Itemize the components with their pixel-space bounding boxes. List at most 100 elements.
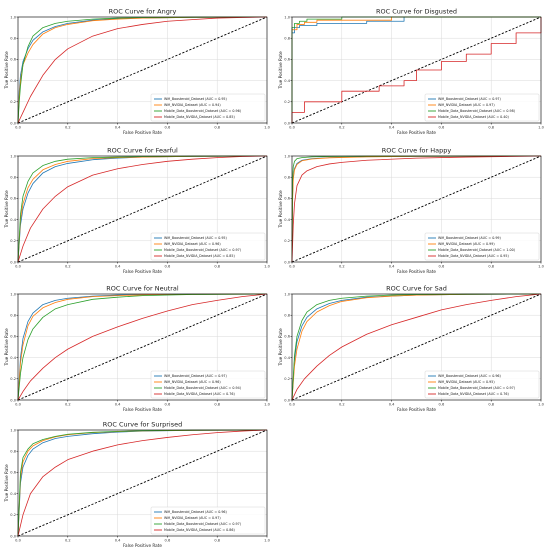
chart-title: ROC Curve for Sad — [386, 285, 447, 293]
x-axis-label: False Positive Rate — [397, 269, 436, 274]
y-tick-label: 0.8 — [284, 176, 290, 180]
chart-title: ROC Curve for Neutral — [106, 285, 179, 293]
y-axis-label: True Positive Rate — [278, 190, 283, 229]
legend: Wifi_Boosteroid_Dataset (AUC = 0.96) Wifi… — [425, 371, 539, 398]
x-tick-label: 0.6 — [165, 265, 171, 269]
x-tick-label: 0.0 — [15, 265, 21, 269]
legend-entry-1: Wifi_NVIDIA_Dataset (AUC = 0.96) — [164, 242, 221, 246]
y-tick-label: 0.0 — [284, 260, 290, 264]
legend-entry-3: Mobile_Data_NVIDIA_Dataset (AUC = 0.76) — [164, 392, 235, 396]
roc-panel-5: 0.0 0.2 0.4 0.6 0.8 1.0 0.0 0.2 0.4 0.6 0.8 1.0 ROC … — [278, 285, 545, 413]
legend-entry-0: Wifi_Boosteroid_Dataset (AUC = 0.99) — [438, 236, 501, 240]
roc-panel-3: 0.0 0.2 0.4 0.6 0.8 1.0 0.0 0.2 0.4 0.6 0.8 1.0 ROC … — [278, 147, 545, 275]
x-tick-label: 0.8 — [488, 265, 494, 269]
y-axis-label: True Positive Rate — [278, 328, 283, 367]
y-tick-label: 0.8 — [10, 37, 16, 41]
x-tick-label: 1.0 — [538, 126, 544, 130]
x-tick-label: 0.2 — [65, 403, 71, 407]
x-tick-label: 0.2 — [65, 265, 71, 269]
y-tick-label: 0.8 — [10, 314, 16, 318]
x-tick-label: 0.2 — [339, 126, 345, 130]
legend: Wifi_Boosteroid_Dataset (AUC = 0.97) Wifi… — [425, 94, 539, 121]
y-tick-label: 0.2 — [284, 239, 290, 243]
x-tick-label: 0.8 — [488, 126, 494, 130]
legend: Wifi_Boosteroid_Dataset (AUC = 0.97) Wifi… — [151, 371, 265, 398]
roc-panel-1: 0.0 0.2 0.4 0.6 0.8 1.0 0.0 0.2 0.4 0.6 0.8 1.0 ROC … — [278, 8, 545, 136]
legend-entry-1: Wifi_NVIDIA_Dataset (AUC = 0.94) — [164, 103, 221, 107]
x-tick-label: 0.2 — [339, 265, 345, 269]
y-tick-label: 0.4 — [284, 79, 290, 83]
y-tick-label: 0.2 — [10, 100, 16, 104]
y-tick-label: 0.6 — [284, 58, 290, 62]
x-tick-label: 0.4 — [389, 265, 395, 269]
roc-panel-0: 0.0 0.2 0.4 0.6 0.8 1.0 0.0 0.2 0.4 0.6 0.8 1.0 ROC … — [4, 8, 271, 136]
y-tick-label: 1.0 — [10, 15, 16, 19]
chart-title: ROC Curve for Disgusted — [376, 8, 457, 16]
x-tick-label: 0.6 — [165, 539, 171, 543]
y-tick-label: 0.2 — [10, 513, 16, 517]
x-tick-label: 1.0 — [264, 265, 270, 269]
legend-entry-1: Wifi_NVIDIA_Dataset (AUC = 0.97) — [438, 103, 495, 107]
legend-entry-0: Wifi_Boosteroid_Dataset (AUC = 0.95) — [164, 236, 227, 240]
y-tick-label: 0.4 — [284, 356, 290, 360]
legend-entry-0: Wifi_Boosteroid_Dataset (AUC = 0.95) — [164, 97, 227, 101]
x-tick-label: 0.4 — [389, 403, 395, 407]
x-tick-label: 0.8 — [214, 539, 220, 543]
legend-entry-3: Mobile_Data_NVIDIA_Dataset (AUC = 0.76) — [438, 392, 509, 396]
legend-entry-0: Wifi_Boosteroid_Dataset (AUC = 0.97) — [164, 374, 227, 378]
y-tick-label: 0.2 — [10, 239, 16, 243]
x-tick-label: 0.4 — [115, 539, 121, 543]
x-tick-label: 0.0 — [15, 126, 21, 130]
x-tick-label: 0.8 — [214, 403, 220, 407]
chart-title: ROC Curve for Surprised — [103, 421, 183, 429]
legend-entry-1: Wifi_NVIDIA_Dataset (AUC = 0.97) — [164, 516, 221, 520]
legend-entry-3: Mobile_Data_NVIDIA_Dataset (AUC = 0.85) — [164, 115, 235, 119]
legend-entry-1: Wifi_NVIDIA_Dataset (AUC = 0.96) — [164, 380, 221, 384]
y-tick-label: 0.6 — [10, 335, 16, 339]
roc-panel-4: 0.0 0.2 0.4 0.6 0.8 1.00.00.20.40.60.81.0ROC … — [4, 285, 271, 413]
legend-entry-2: Mobile_Data_Boosteroid_Dataset (AUC = 1.… — [438, 248, 515, 252]
y-tick-label: 0.6 — [284, 197, 290, 201]
y-tick-label: 0.0 — [10, 534, 16, 538]
legend-entry-2: Mobile_Data_Boosteroid_Dataset (AUC = 0.… — [164, 386, 241, 390]
x-tick-label: 1.0 — [264, 539, 270, 543]
x-tick-label: 0.8 — [214, 126, 220, 130]
legend-entry-3: Mobile_Data_NVIDIA_Dataset (AUC = 0.86) — [164, 528, 235, 532]
x-tick-label: 0.8 — [488, 403, 494, 407]
legend: Wifi_Boosteroid_Dataset (AUC = 0.99) Wifi… — [425, 233, 539, 260]
legend-entry-0: Wifi_Boosteroid_Dataset (AUC = 0.97) — [438, 97, 501, 101]
x-tick-label: 0.6 — [165, 403, 171, 407]
x-tick-label: 0.0 — [289, 265, 295, 269]
legend-entry-2: Mobile_Data_Boosteroid_Dataset (AUC = 0.… — [164, 248, 241, 252]
roc-panel-6: 0.0 0.2 0.4 0.6 0.8 1.00.00.20.40.60.81.0ROC … — [4, 421, 271, 549]
y-tick-label: 0.6 — [10, 197, 16, 201]
legend-entry-0: Wifi_Boosteroid_Dataset (AUC = 0.96) — [438, 374, 501, 378]
x-axis-label: False Positive Rate — [397, 407, 436, 412]
x-tick-label: 0.4 — [389, 126, 395, 130]
x-tick-label: 0.6 — [439, 265, 445, 269]
y-tick-label: 0.0 — [10, 260, 16, 264]
x-tick-label: 0.4 — [115, 126, 121, 130]
legend: Wifi_Boosteroid_Dataset (AUC = 0.95) Wifi… — [151, 94, 265, 121]
legend-entry-3: Mobile_Data_NVIDIA_Dataset (AUC = 0.95) — [438, 254, 509, 258]
y-axis-label: True Positive Rate — [278, 51, 283, 90]
y-tick-label: 0.4 — [10, 79, 16, 83]
x-tick-label: 0.2 — [65, 126, 71, 130]
x-tick-label: 0.4 — [115, 265, 121, 269]
y-tick-label: 0.6 — [10, 58, 16, 62]
legend-entry-3: Mobile_Data_NVIDIA_Dataset (AUC = 0.40) — [438, 115, 509, 119]
chart-title: ROC Curve for Fearful — [107, 147, 178, 155]
y-axis-label: True Positive Rate — [4, 190, 9, 229]
x-axis-label: False Positive Rate — [123, 130, 162, 135]
y-tick-label: 0.4 — [10, 492, 16, 496]
legend-entry-2: Mobile_Data_Boosteroid_Dataset (AUC = 0.… — [438, 109, 515, 113]
y-tick-label: 0.4 — [284, 218, 290, 222]
chart-title: ROC Curve for Happy — [382, 147, 452, 155]
x-tick-label: 0.2 — [65, 539, 71, 543]
legend-entry-0: Wifi_Boosteroid_Dataset (AUC = 0.96) — [164, 510, 227, 514]
legend-entry-2: Mobile_Data_Boosteroid_Dataset (AUC = 0.… — [164, 109, 241, 113]
legend: Wifi_Boosteroid_Dataset (AUC = 0.96) Wifi… — [151, 507, 265, 534]
y-tick-label: 0.8 — [10, 450, 16, 454]
y-tick-label: 0.8 — [10, 176, 16, 180]
legend-entry-3: Mobile_Data_NVIDIA_Dataset (AUC = 0.85) — [164, 254, 235, 258]
